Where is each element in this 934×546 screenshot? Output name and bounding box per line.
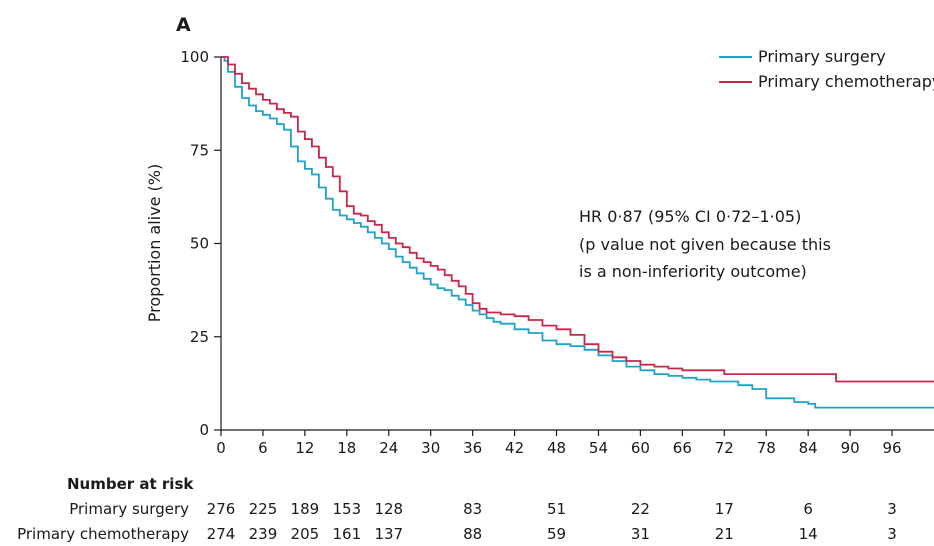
- risk-value: 137: [374, 525, 403, 543]
- risk-value: 17: [715, 500, 734, 518]
- risk-value: 31: [631, 525, 650, 543]
- risk-row-label-surgery: Primary surgery: [69, 500, 189, 518]
- x-tick-label: 66: [673, 439, 692, 457]
- risk-value: 3: [887, 500, 897, 518]
- number-at-risk-table: Number at risk Primary surgery Primary c…: [17, 475, 897, 543]
- risk-value: 88: [463, 525, 482, 543]
- x-tick-label: 90: [841, 439, 860, 457]
- x-tick-label: 24: [379, 439, 398, 457]
- x-tick-label: 6: [258, 439, 268, 457]
- risk-value: 21: [715, 525, 734, 543]
- risk-value: 3: [887, 525, 897, 543]
- x-tick-label: 30: [421, 439, 440, 457]
- x-tick-label: 54: [589, 439, 608, 457]
- risk-value: 205: [291, 525, 320, 543]
- y-axis-title: Proportion alive (%): [145, 164, 164, 322]
- survival-curves: [221, 56, 934, 409]
- x-tick-label: 72: [715, 439, 734, 457]
- risk-value: 128: [374, 500, 403, 518]
- x-tick-label: 0: [216, 439, 226, 457]
- legend: Primary surgery Primary chemotherapy: [719, 47, 934, 91]
- x-tick-label: 84: [799, 439, 818, 457]
- x-tick-label: 78: [757, 439, 776, 457]
- annotation-line-2: (p value not given because this: [579, 235, 831, 254]
- x-tick-label: 96: [883, 439, 902, 457]
- x-tick-label: 60: [631, 439, 650, 457]
- risk-value: 153: [333, 500, 362, 518]
- risk-value: 59: [547, 525, 566, 543]
- risk-value: 274: [207, 525, 236, 543]
- risk-values: 276 225 189 153 128 83 51 22 17 6 3 274 239 205 161 137…: [207, 500, 897, 543]
- y-tick-label: 50: [190, 235, 209, 253]
- series-line-primary-surgery: [221, 56, 934, 409]
- annotation-line-1: HR 0·87 (95% CI 0·72–1·05): [579, 207, 801, 226]
- x-tick-label: 42: [505, 439, 524, 457]
- y-tick-label: 100: [180, 48, 209, 66]
- hr-annotation: HR 0·87 (95% CI 0·72–1·05) (p value not …: [579, 207, 831, 281]
- risk-value: 51: [547, 500, 566, 518]
- risk-row-label-chemotherapy: Primary chemotherapy: [17, 525, 189, 543]
- y-tick-label: 25: [190, 328, 209, 346]
- risk-value: 6: [803, 500, 813, 518]
- risk-table-title: Number at risk: [67, 475, 194, 493]
- x-tick-label: 48: [547, 439, 566, 457]
- risk-value: 189: [291, 500, 320, 518]
- axes: 0 25 50 75 100 0 6 12 18 24 30 36 42 48 54 60 66 72 78 84 90…: [180, 48, 934, 457]
- annotation-line-3: is a non-inferiority outcome): [579, 262, 807, 281]
- series-line-primary-chemotherapy: [221, 56, 934, 383]
- risk-value: 161: [333, 525, 362, 543]
- panel-label: A: [176, 14, 191, 36]
- risk-value: 14: [799, 525, 818, 543]
- y-tick-label: 75: [190, 141, 209, 159]
- x-tick-label: 36: [463, 439, 482, 457]
- x-tick-label: 12: [295, 439, 314, 457]
- risk-value: 276: [207, 500, 236, 518]
- legend-label-surgery: Primary surgery: [758, 47, 886, 66]
- risk-value: 22: [631, 500, 650, 518]
- risk-value: 239: [249, 525, 278, 543]
- risk-value: 83: [463, 500, 482, 518]
- x-tick-label: 18: [337, 439, 356, 457]
- legend-label-chemotherapy: Primary chemotherapy: [758, 72, 934, 91]
- y-tick-label: 0: [199, 421, 209, 439]
- risk-value: 225: [249, 500, 278, 518]
